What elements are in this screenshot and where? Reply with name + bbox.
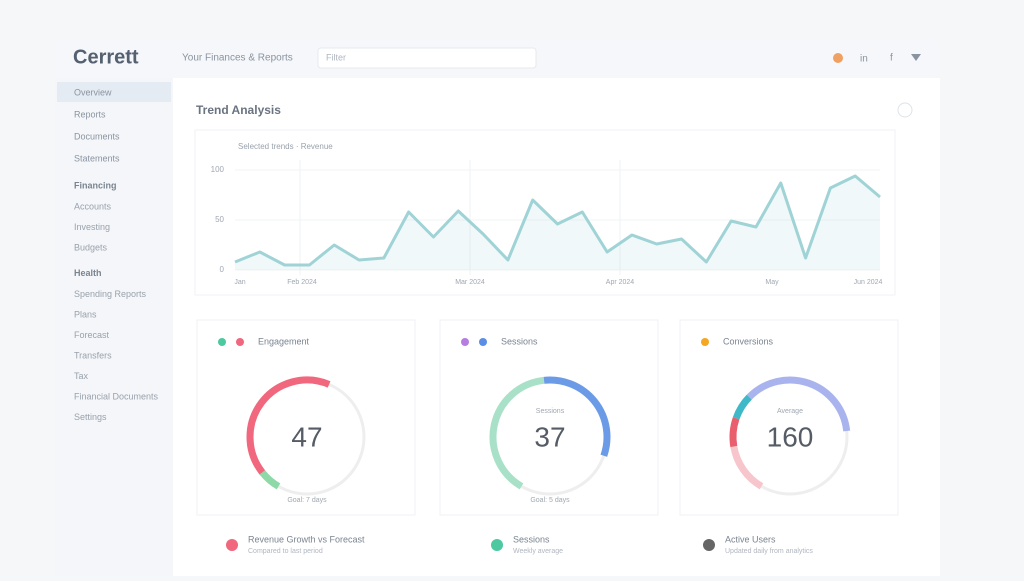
nav-item[interactable]: Budgets: [74, 242, 108, 252]
legend-label: Sessions: [513, 534, 550, 544]
legend-dot: [218, 338, 226, 346]
nav-item[interactable]: Accounts: [74, 201, 112, 211]
gauge-card: [439, 319, 659, 516]
notification-icon[interactable]: [833, 53, 843, 63]
y-tick-label: 100: [211, 165, 225, 174]
legend-label: Revenue Growth vs Forecast: [248, 534, 365, 544]
trend-legend: Selected trends · Revenue: [238, 142, 333, 151]
legend-dot: [226, 539, 238, 551]
nav-item[interactable]: Financial Documents: [74, 391, 159, 401]
x-tick-label: Feb 2024: [287, 279, 317, 286]
nav-heading: Financing: [74, 180, 117, 190]
gauge-segment: [489, 376, 545, 490]
header-subtitle: Your Finances & Reports: [182, 53, 293, 64]
x-tick-label: Mar 2024: [455, 279, 485, 286]
gauge-value: 47: [291, 421, 322, 452]
legend-label: Active Users: [725, 534, 776, 544]
menu-icon[interactable]: [911, 54, 921, 61]
trend-area: [235, 176, 880, 270]
x-tick-label: Jun 2024: [854, 279, 883, 286]
logo[interactable]: Cerrett: [73, 46, 139, 68]
gauge-segment: [259, 470, 281, 490]
y-tick-label: 50: [215, 215, 224, 224]
legend-dot: [701, 338, 709, 346]
gauge-segment: [729, 417, 740, 448]
gauge-segment: [732, 394, 752, 420]
gauge-title: Conversions: [723, 336, 774, 346]
nav-item[interactable]: Documents: [74, 131, 120, 141]
legend-dot: [461, 338, 469, 346]
gauge-segment: [246, 376, 331, 475]
nav-item[interactable]: Investing: [74, 222, 110, 232]
legend-sub: Compared to last period: [248, 548, 323, 555]
nav-item[interactable]: Transfers: [74, 350, 112, 360]
x-tick-label: Jan: [234, 279, 245, 286]
nav-item[interactable]: Statements: [74, 153, 120, 163]
search-placeholder: Filter: [326, 52, 346, 62]
user-icon[interactable]: in: [860, 54, 868, 65]
nav-item[interactable]: Overview: [74, 87, 112, 97]
gauge-caption: Goal: 5 days: [530, 497, 570, 504]
legend-dot: [236, 338, 244, 346]
nav-item[interactable]: Reports: [74, 109, 106, 119]
gauge-segment: [730, 445, 764, 490]
nav-item[interactable]: Forecast: [74, 330, 110, 340]
legend-dot: [703, 539, 715, 551]
gauge-card: [679, 319, 899, 516]
nav-heading: Health: [74, 268, 102, 278]
gauge-value: 160: [767, 421, 814, 452]
nav-item[interactable]: Settings: [74, 412, 107, 422]
social-icon[interactable]: f: [890, 53, 893, 64]
sidebar-selection: [57, 82, 171, 102]
sidebar: [55, 78, 173, 576]
settings-button[interactable]: [897, 102, 913, 118]
gauge-card: [196, 319, 416, 516]
trend-line: [234, 174, 881, 267]
gauge-title: Engagement: [258, 336, 310, 346]
y-tick-label: 0: [220, 265, 225, 274]
nav-item[interactable]: Tax: [74, 371, 89, 381]
gauge-caption: Goal: 7 days: [287, 497, 327, 504]
legend-dot: [479, 338, 487, 346]
nav-item[interactable]: Spending Reports: [74, 289, 147, 299]
gauge-segment: [746, 376, 851, 432]
gauge-segment: [543, 376, 611, 457]
trend-title: Trend Analysis: [196, 103, 281, 117]
search-box[interactable]: [317, 47, 537, 69]
gauge-label: Average: [777, 408, 803, 415]
x-tick-label: Apr 2024: [606, 279, 635, 286]
x-tick-label: May: [765, 279, 779, 286]
legend-dot: [491, 539, 503, 551]
nav-item[interactable]: Plans: [74, 309, 97, 319]
gauge-value: 37: [534, 421, 565, 452]
gauge-title: Sessions: [501, 336, 538, 346]
legend-sub: Weekly average: [513, 548, 563, 555]
gauge-label: Sessions: [536, 408, 565, 415]
legend-sub: Updated daily from analytics: [725, 548, 813, 555]
